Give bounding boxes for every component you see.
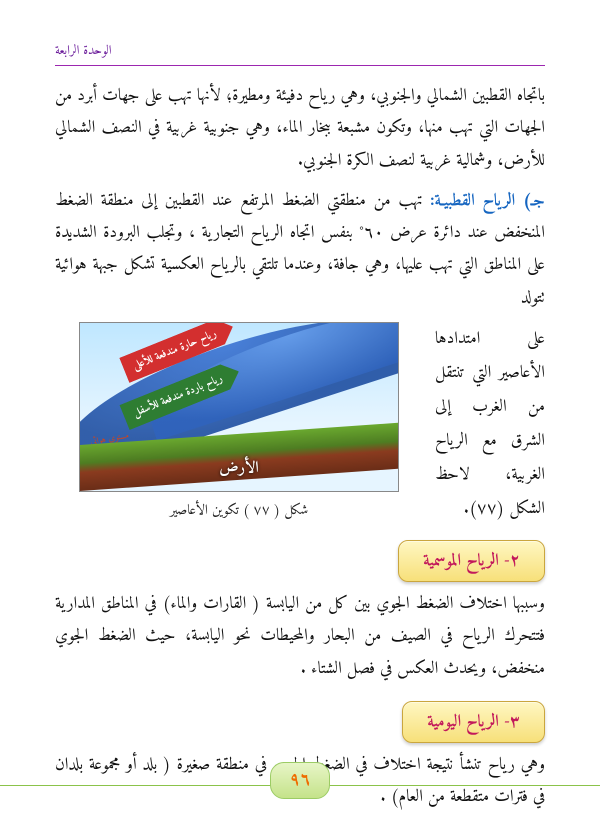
page-number: ٩٦ [270, 762, 330, 799]
paragraph-3: وسببها اختلاف الضغط الجوي بين كل من اليا… [55, 588, 545, 685]
figure-caption: شكل ( ٧٧ ) تكوين الأعاصير [170, 498, 308, 523]
unit-header: الوحدة الرابعة [55, 40, 545, 66]
page-number-wrap: ٩٦ [0, 762, 600, 786]
cyclone-diagram: رياح حارة مندفعة للأعلى رياح باردة مندفع… [79, 322, 399, 492]
term-jim: جـ) الرياح القطبيـة: [430, 186, 545, 216]
banner-daily-winds: ٣- الرياح اليومية [402, 701, 545, 743]
paragraph-1: باتجاه القطبين الشمالي والجنوبي، وهي ريا… [55, 80, 545, 177]
wrap-text: على امتدادها الأعاصير التي تنتقل من الغر… [435, 322, 545, 526]
paragraph-2: جـ) الرياح القطبيـة: تهب من منطقتي الضغط… [55, 185, 545, 314]
banner-seasonal-winds: ٢- الرياح الموسمية [398, 540, 545, 582]
figure-wrap-block: على امتدادها الأعاصير التي تنتقل من الغر… [55, 322, 545, 526]
ground-label: الأرض [219, 455, 259, 483]
figure-77: رياح حارة مندفعة للأعلى رياح باردة مندفع… [55, 322, 423, 523]
